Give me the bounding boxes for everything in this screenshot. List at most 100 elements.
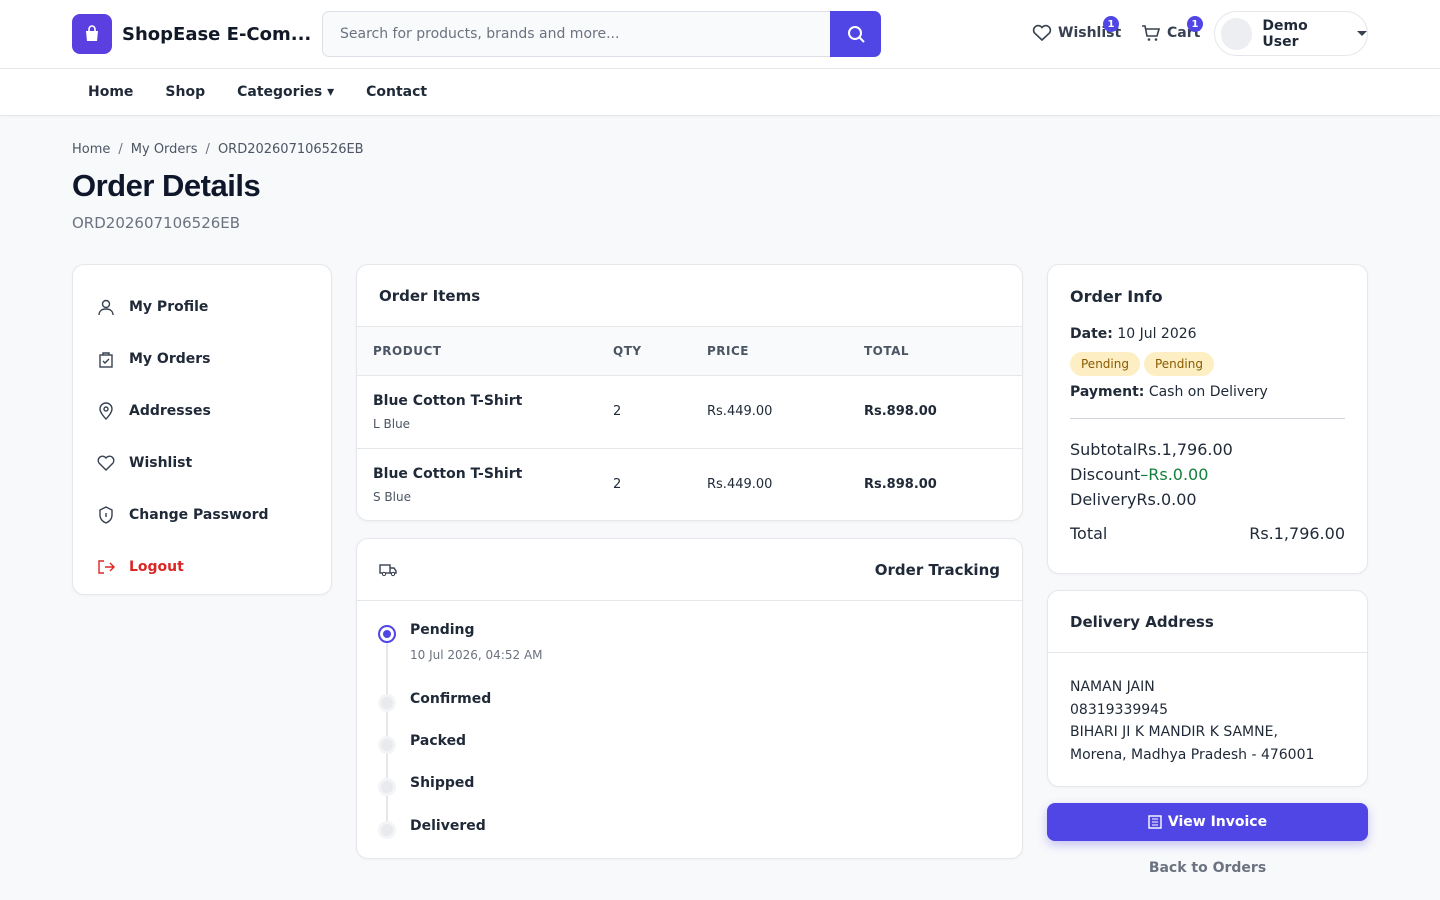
total: Rs.898.00 [863,375,1022,449]
value: –Rs.0.00 [1140,465,1209,484]
sidebar-label: My Profile [129,299,209,315]
sidebar-label: Wishlist [129,455,193,471]
step-label: Packed [410,733,467,749]
crumb-current: ORD202607106526EB [217,142,364,157]
product-name: Blue Cotton T-Shirt [373,392,523,409]
crumb-link[interactable]: Home [72,142,111,157]
label: Subtotal [1070,440,1138,459]
crumb-link[interactable]: My Orders [130,142,198,157]
product-name: Blue Cotton T-Shirt [373,465,523,482]
total: Total Rs.1,796.00 [1070,521,1345,546]
avatar [1221,17,1253,50]
nav-bar: Home Shop Categories ▾ Contact [0,69,1440,116]
delivery: DeliveryRs.0.00 [1070,487,1345,512]
sidebar-link[interactable]: My Profile [97,281,307,333]
cart-link[interactable]: Cart 1 [1141,16,1203,42]
header: ShopEase E-Com... Search for products, b… [0,0,1440,69]
step-label: Delivered [410,818,486,834]
sidebar-link[interactable]: Addresses [97,385,307,437]
nav-link[interactable]: Contact [366,84,428,100]
search-placeholder: Search for products, brands and more... [340,26,620,42]
sidebar-label: Change Password [129,507,269,523]
value: Rs.1,796.00 [1249,524,1345,543]
step-label: Confirmed [410,691,492,707]
search-button[interactable] [830,11,881,57]
item-row: Blue Cotton T-Shirt L Blue 2 Rs.449.00 Rs.89… [357,375,1022,449]
column-header: PRICE [706,327,863,376]
product-variant: L Blue [373,416,411,431]
sidebar-label: Addresses [129,403,211,419]
cart-count: 1 [1187,16,1203,32]
qty: 2 [612,448,706,520]
breadcrumb: Home / My Orders / ORD202607106526EB [72,142,364,157]
column-header: TOTAL [863,327,1022,376]
value: Rs.0.00 [1136,490,1197,509]
nav-link[interactable]: Home [88,84,134,100]
step-label: Shipped [410,775,475,791]
icon [99,402,113,420]
nav-link[interactable]: Shop [165,84,206,100]
timeline-dot [378,821,396,839]
timeline-dot [378,625,396,643]
back-link[interactable]: Back to Orders [1148,860,1267,876]
nav-link[interactable]: Categories ▾ [237,84,335,100]
icon [98,299,114,316]
card-title: Order Info [1070,287,1163,306]
sidebar-label: My Orders [129,351,211,367]
user-menu[interactable]: Demo User [1214,11,1368,56]
page-title: Order Details [72,168,261,203]
address-line: Morena, Madhya Pradesh - 476001 [1070,746,1315,763]
sidebar-link[interactable]: My Orders [97,333,307,385]
timeline-dot [378,694,396,712]
address-body: NAMAN JAIN 08319339945 BIHARI JI K MANDIR … [1048,653,1367,789]
order-info-card: Order Info Date: 10 Jul 2026 Pending Pend… [1047,264,1368,574]
card-title: Order Tracking [874,560,1000,579]
wishlist-link[interactable]: Wishlist 1 [1032,16,1121,42]
address-line: BIHARI JI K MANDIR K SAMNE, [1070,724,1278,740]
user-name: Demo User [1262,17,1308,50]
column-header: QTY [612,327,706,376]
timeline-line [386,635,388,831]
sidebar-link[interactable]: Wishlist [97,437,307,489]
totals: Subtotal Rs.1,796.00 Discount–Rs.0.00 Del… [1070,437,1345,546]
view-invoice-button[interactable]: View Invoice [1047,803,1368,841]
icon [98,560,115,574]
label: Date: [1070,326,1113,342]
product-cell: Blue Cotton T-Shirt L Blue [357,375,612,449]
status-badge: Pending [1070,352,1140,376]
icon [99,506,113,524]
label: Discount [1070,465,1141,484]
total: Rs.898.00 [863,448,1022,520]
column-header: PRODUCT [357,327,612,376]
qty: 2 [612,375,706,449]
brand[interactable]: ShopEase E-Com... [122,23,312,45]
card-header: Order Tracking [357,539,1022,601]
delivery-address-card: Delivery Address NAMAN JAIN 08319339945 BI… [1047,590,1368,787]
logo[interactable] [72,14,112,54]
label: Total [1070,524,1108,543]
wishlist-count: 1 [1103,16,1119,32]
payment: Payment: Cash on Delivery [1070,384,1345,419]
status-badge: Pending [1143,352,1214,376]
search-input[interactable]: Search for products, brands and more... [322,11,881,57]
product-variant: S Blue [373,489,411,504]
button-label: View Invoice [1167,814,1268,830]
badges: Pending Pending [1070,352,1345,376]
sidebar-link[interactable]: Change Password [97,489,307,541]
sidebar: My Profile My Orders Addresses Wishlist Chan… [72,264,332,595]
order-id: ORD202607106526EB [72,214,241,232]
address-line: NAMAN JAIN [1070,679,1155,695]
nav-label: Categories [237,84,323,100]
timeline-dot [378,778,396,796]
value: 10 Jul 2026 [1117,326,1197,342]
discount: Discount–Rs.0.00 [1070,462,1345,487]
item-row: Blue Cotton T-Shirt S Blue 2 Rs.449.00 Rs.89… [357,448,1022,520]
sidebar-link[interactable]: Logout [97,541,307,593]
sidebar-label: Logout [129,559,184,575]
label: Payment: [1070,384,1145,400]
price: Rs.449.00 [706,375,863,449]
value: Cash on Delivery [1148,384,1268,400]
timeline-dot [378,736,396,754]
